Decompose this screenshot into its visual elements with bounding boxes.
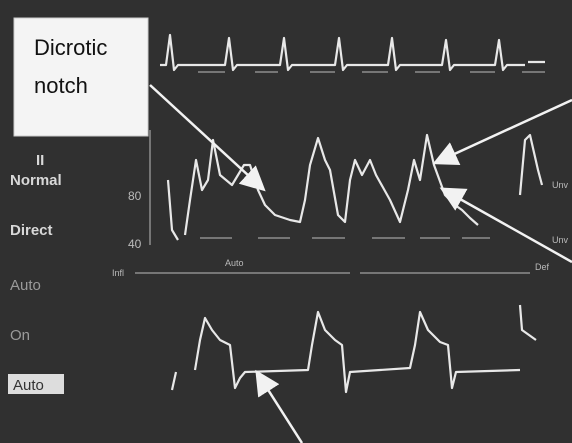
axis-tick-label: 40	[128, 237, 142, 251]
status-label: Auto	[10, 277, 41, 294]
monitor-screen: 80 40 Infl Auto Def Unv Unv Dicrotic not…	[0, 0, 572, 443]
arrow	[444, 190, 572, 262]
scale-label: Infl	[112, 268, 124, 278]
auto-button-label[interactable]: Auto	[13, 377, 44, 394]
scale-label: Def	[535, 262, 550, 272]
right-label: Unv	[552, 180, 569, 190]
monitor-display: 80 40 Infl Auto Def Unv Unv Dicrotic not…	[0, 0, 572, 443]
right-label: Unv	[552, 235, 569, 245]
axis-tick-label: 80	[128, 189, 142, 203]
ecg-trace	[160, 35, 545, 70]
mode-label: Normal	[10, 172, 62, 189]
scale-label: Auto	[225, 258, 244, 268]
source-label: Direct	[10, 222, 53, 239]
arrow	[437, 100, 572, 162]
callout-text: notch	[34, 73, 88, 98]
status-label: On	[10, 327, 30, 344]
lead-label: II	[36, 152, 44, 169]
arrow	[258, 374, 302, 443]
arrow	[150, 85, 262, 188]
balloon-trace	[172, 305, 536, 392]
pressure-trace	[168, 135, 542, 240]
callout-text: Dicrotic	[34, 35, 107, 60]
